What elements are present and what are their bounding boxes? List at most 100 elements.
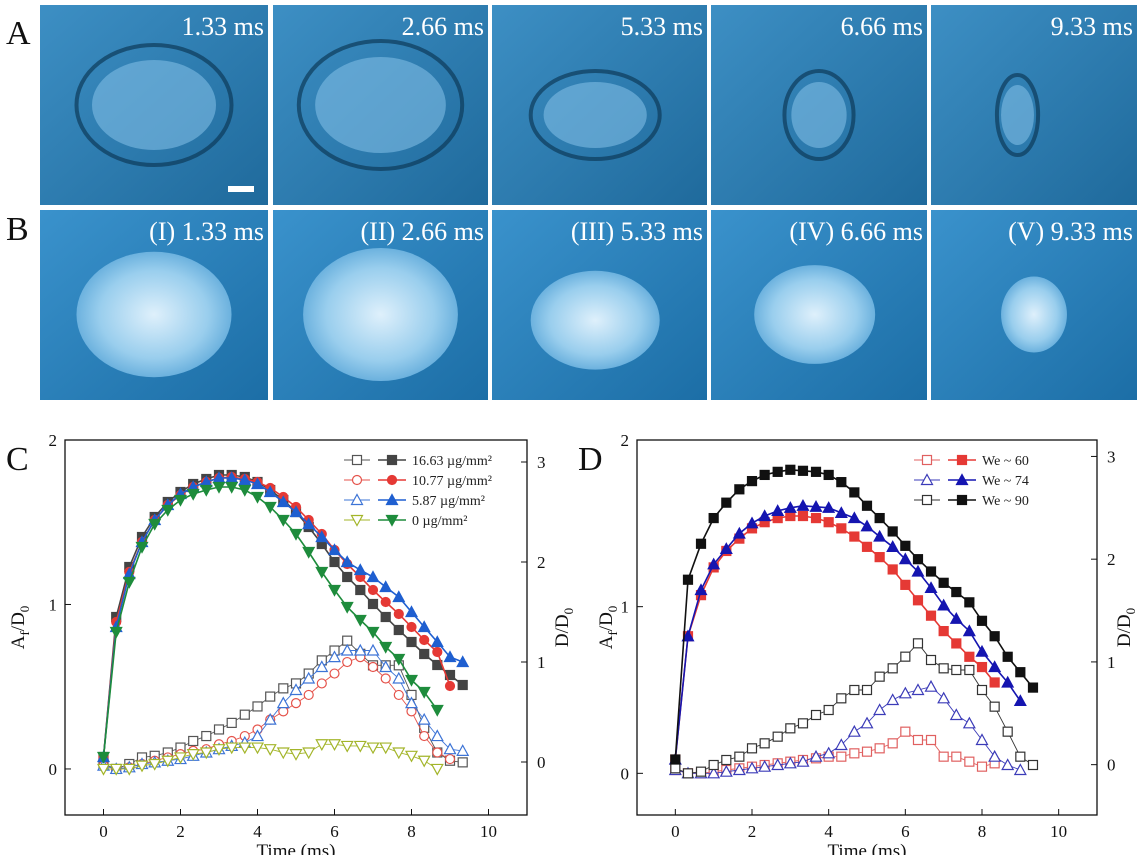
marker bbox=[225, 742, 239, 755]
marker bbox=[315, 660, 329, 673]
marker bbox=[1027, 682, 1039, 693]
marker bbox=[861, 746, 873, 757]
axis-label-part: f bbox=[605, 631, 620, 636]
marker bbox=[250, 729, 265, 742]
series-line-filled bbox=[674, 504, 1021, 760]
marker bbox=[173, 752, 188, 765]
droplet-rim bbox=[994, 73, 1041, 157]
marker bbox=[925, 734, 937, 746]
marker bbox=[732, 526, 746, 539]
marker bbox=[380, 611, 391, 623]
marker bbox=[719, 542, 733, 555]
x-axis-label: Time (ms) bbox=[827, 841, 906, 855]
marker bbox=[887, 526, 898, 537]
marker bbox=[951, 638, 962, 649]
marker bbox=[252, 701, 263, 712]
marker bbox=[315, 739, 329, 752]
marker bbox=[367, 598, 379, 610]
marker bbox=[849, 748, 860, 759]
marker bbox=[366, 570, 380, 583]
marker bbox=[367, 584, 379, 596]
panel-label: D bbox=[578, 441, 603, 478]
marker bbox=[836, 523, 847, 534]
marker bbox=[860, 716, 874, 729]
marker bbox=[783, 501, 797, 513]
y-axis-label: Af/D0 bbox=[8, 606, 32, 650]
x-tick-label: 6 bbox=[330, 822, 339, 841]
marker bbox=[836, 751, 847, 762]
marker bbox=[250, 477, 265, 490]
marker bbox=[186, 488, 200, 501]
droplet bbox=[1001, 276, 1067, 353]
marker bbox=[695, 766, 707, 777]
axis-label-part: /D bbox=[8, 612, 29, 631]
marker bbox=[1002, 726, 1013, 737]
marker bbox=[379, 641, 393, 654]
y-tick-label: 2 bbox=[49, 431, 58, 450]
marker bbox=[1013, 694, 1027, 707]
photo bbox=[931, 5, 1137, 205]
axis-label-part: D/D bbox=[1114, 614, 1135, 647]
marker bbox=[1015, 667, 1026, 678]
marker bbox=[199, 484, 213, 497]
marker bbox=[771, 504, 785, 516]
marker bbox=[976, 661, 988, 673]
plot-frame bbox=[636, 439, 1098, 816]
marker bbox=[122, 763, 136, 776]
marker bbox=[900, 651, 911, 662]
y2-tick-label: 2 bbox=[1107, 550, 1116, 569]
marker bbox=[289, 505, 303, 518]
marker bbox=[849, 684, 860, 696]
marker bbox=[836, 477, 847, 488]
x-axis-label: Time (ms) bbox=[256, 841, 335, 855]
marker bbox=[327, 543, 342, 556]
marker bbox=[302, 671, 316, 684]
marker bbox=[302, 517, 316, 530]
marker bbox=[315, 530, 329, 543]
marker bbox=[303, 689, 314, 701]
marker bbox=[924, 581, 938, 594]
marker bbox=[707, 766, 721, 779]
marker bbox=[900, 540, 911, 551]
marker bbox=[393, 689, 404, 701]
marker bbox=[681, 629, 695, 642]
marker bbox=[213, 724, 225, 735]
marker bbox=[670, 763, 681, 774]
marker bbox=[988, 660, 1002, 673]
marker bbox=[912, 638, 924, 649]
marker bbox=[443, 742, 457, 755]
marker bbox=[721, 497, 732, 508]
marker bbox=[938, 577, 949, 588]
legend-marker bbox=[385, 493, 399, 506]
y-tick-label: 0 bbox=[621, 764, 630, 783]
marker bbox=[887, 663, 898, 674]
x-tick-label: 8 bbox=[978, 822, 987, 841]
marker bbox=[964, 597, 975, 608]
x-tick-label: 8 bbox=[407, 822, 416, 841]
marker bbox=[432, 747, 443, 758]
marker bbox=[417, 755, 431, 768]
y2-tick-label: 1 bbox=[537, 653, 546, 672]
legend-marker bbox=[920, 473, 934, 486]
marker bbox=[225, 481, 239, 494]
droplet bbox=[91, 60, 217, 150]
droplet bbox=[754, 265, 876, 364]
legend-marker bbox=[386, 474, 398, 486]
droplet-rim bbox=[528, 69, 662, 161]
marker bbox=[276, 514, 290, 527]
marker bbox=[834, 738, 848, 751]
marker bbox=[873, 703, 887, 716]
marker bbox=[912, 595, 924, 606]
droplet bbox=[315, 57, 446, 153]
marker bbox=[289, 683, 303, 696]
marker bbox=[670, 754, 681, 765]
marker bbox=[393, 608, 404, 620]
droplet bbox=[76, 251, 232, 378]
axis-label-part: A bbox=[596, 635, 617, 649]
marker bbox=[1013, 763, 1027, 776]
marker bbox=[135, 760, 149, 773]
droplet bbox=[303, 248, 458, 381]
series-line-open bbox=[103, 656, 451, 770]
marker bbox=[250, 742, 265, 755]
axis-label-part: 0 bbox=[17, 606, 32, 613]
